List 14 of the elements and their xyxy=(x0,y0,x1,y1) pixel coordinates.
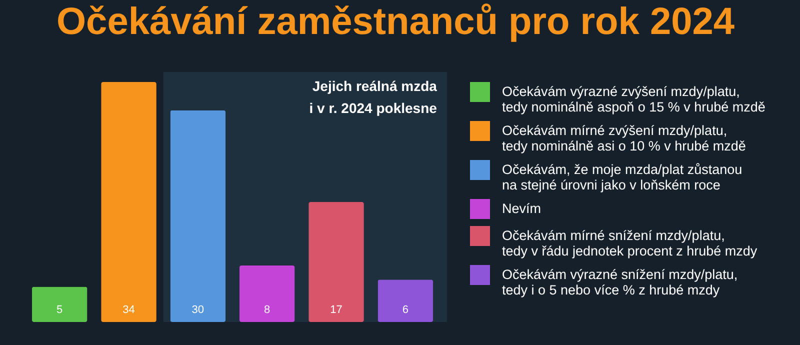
legend-label: Očekávám mírné zvýšení mzdy/platu, tedy nominálně asi o 10 % v hrubé mzdě xyxy=(502,123,746,154)
legend-label: Očekávám výrazné snížení mzdy/platu, tedy i o 5 nebo více % z hrubé mzdy xyxy=(502,267,738,298)
data-label: 17 xyxy=(330,304,342,316)
legend-label: Očekávám výrazné zvýšení mzdy/platu, tedy nominálně aspoň o 15 % v hrubé mzdě xyxy=(502,84,766,114)
annotation: Jejich reálná mzda i v r. 2024 poklesne xyxy=(309,78,438,116)
legend-label: Očekávám mírné snížení mzdy/platu, tedy v řádu jednotek procent z hrubé mzdy xyxy=(502,228,758,258)
legend-label: Nevím xyxy=(502,201,542,216)
data-label: 30 xyxy=(192,304,204,316)
data-label: 34 xyxy=(122,304,135,316)
legend-label: Očekávám, že moje mzda/plat zůstanou na stejné úrovni jako v loňském roce xyxy=(502,162,742,192)
chart-title: Očekávání zaměstnanců pro rok 2024 xyxy=(56,1,734,43)
data-label: 5 xyxy=(56,304,63,316)
data-label: 8 xyxy=(264,304,270,316)
data-label: 6 xyxy=(402,304,408,316)
